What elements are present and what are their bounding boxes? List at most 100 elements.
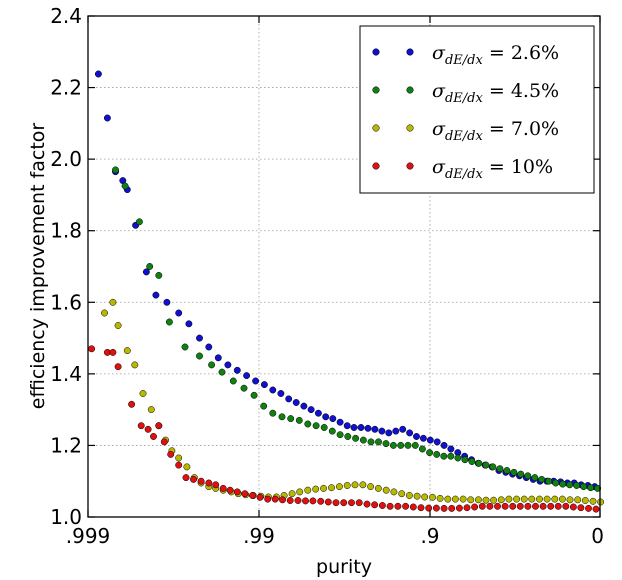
data-point — [486, 502, 494, 510]
data-point — [566, 481, 574, 489]
x-tick-label: .9 — [420, 524, 439, 548]
data-point — [467, 496, 475, 504]
data-point — [505, 495, 513, 503]
data-point — [304, 486, 312, 494]
data-point — [406, 429, 414, 437]
data-point — [592, 505, 600, 513]
legend-marker — [372, 86, 380, 94]
grid-lines — [88, 16, 600, 517]
data-point — [278, 413, 286, 421]
data-point — [440, 441, 448, 449]
data-point — [218, 368, 226, 376]
data-point — [175, 461, 183, 469]
data-point — [279, 496, 286, 504]
data-point — [205, 343, 213, 351]
data-point — [94, 70, 102, 78]
data-point — [581, 497, 589, 504]
data-point — [300, 402, 308, 410]
data-point — [574, 496, 582, 504]
data-point — [256, 493, 264, 501]
data-point — [433, 450, 441, 458]
data-point — [444, 495, 452, 503]
data-point — [471, 503, 479, 511]
data-point — [264, 495, 272, 503]
data-point — [241, 490, 249, 498]
legend-entry: σdE/dx = 4.5% — [372, 80, 559, 106]
data-point — [229, 377, 237, 385]
legend-label: σdE/dx = 7.0% — [432, 118, 559, 144]
data-point — [324, 498, 332, 506]
data-point — [589, 497, 597, 505]
data-point — [390, 488, 398, 496]
legend-marker — [372, 48, 380, 56]
data-point — [196, 352, 203, 360]
data-point — [536, 495, 543, 503]
data-point — [490, 496, 498, 504]
data-point — [155, 422, 163, 430]
data-point — [463, 504, 471, 512]
data-point — [594, 484, 602, 492]
data-point — [109, 348, 117, 356]
data-point — [558, 495, 566, 503]
data-point — [348, 499, 355, 507]
data-point — [524, 502, 532, 510]
data-point — [294, 497, 302, 504]
data-point — [448, 504, 456, 512]
legend-entry: σdE/dx = 10% — [372, 156, 553, 182]
data-point — [585, 504, 592, 512]
data-point — [196, 334, 203, 342]
y-tick-label: 2.4 — [50, 4, 82, 28]
data-point — [551, 495, 559, 503]
data-point — [320, 484, 328, 492]
legend-label: σdE/dx = 10% — [432, 156, 553, 182]
data-point — [137, 422, 145, 430]
data-point — [208, 361, 216, 369]
data-point — [343, 482, 351, 489]
data-point — [167, 450, 175, 458]
data-point — [226, 486, 234, 494]
data-point — [142, 268, 150, 276]
data-point — [587, 484, 595, 492]
data-point — [394, 502, 402, 510]
data-point — [286, 497, 294, 504]
data-point — [304, 420, 312, 428]
data-point — [580, 483, 588, 491]
x-axis-label: purity — [316, 556, 372, 578]
series-points — [88, 345, 600, 513]
data-point — [343, 422, 351, 430]
plot-frame — [87, 15, 601, 518]
data-point — [328, 484, 335, 492]
data-point — [417, 504, 425, 512]
data-point — [175, 454, 183, 462]
data-point — [350, 424, 358, 431]
data-point — [425, 504, 433, 512]
data-point — [509, 502, 517, 510]
data-point — [510, 468, 518, 476]
legend-marker — [406, 162, 414, 170]
data-point — [433, 438, 441, 446]
legend-marker — [406, 86, 414, 94]
data-point — [233, 488, 241, 496]
y-tick-label: 2.0 — [50, 147, 82, 171]
data-point — [114, 322, 122, 329]
data-point — [474, 496, 482, 504]
data-point — [501, 502, 509, 510]
data-point — [112, 166, 119, 174]
data-point — [397, 441, 405, 449]
data-point — [447, 445, 455, 453]
data-point — [269, 386, 277, 394]
data-point — [398, 490, 406, 498]
data-point — [513, 495, 521, 503]
data-point — [139, 390, 147, 397]
data-point — [336, 431, 344, 439]
data-point — [352, 434, 360, 442]
data-point — [312, 422, 320, 430]
data-point — [531, 474, 539, 482]
data-point — [288, 490, 296, 498]
data-point — [528, 495, 536, 503]
legend-label: σdE/dx = 2.6% — [432, 42, 559, 68]
legend: σdE/dx = 2.6% σdE/dx = 4.5% σdE/dx = 7.0% σ… — [359, 25, 595, 194]
data-point — [413, 492, 421, 500]
data-point — [146, 263, 154, 270]
data-point — [359, 481, 367, 489]
